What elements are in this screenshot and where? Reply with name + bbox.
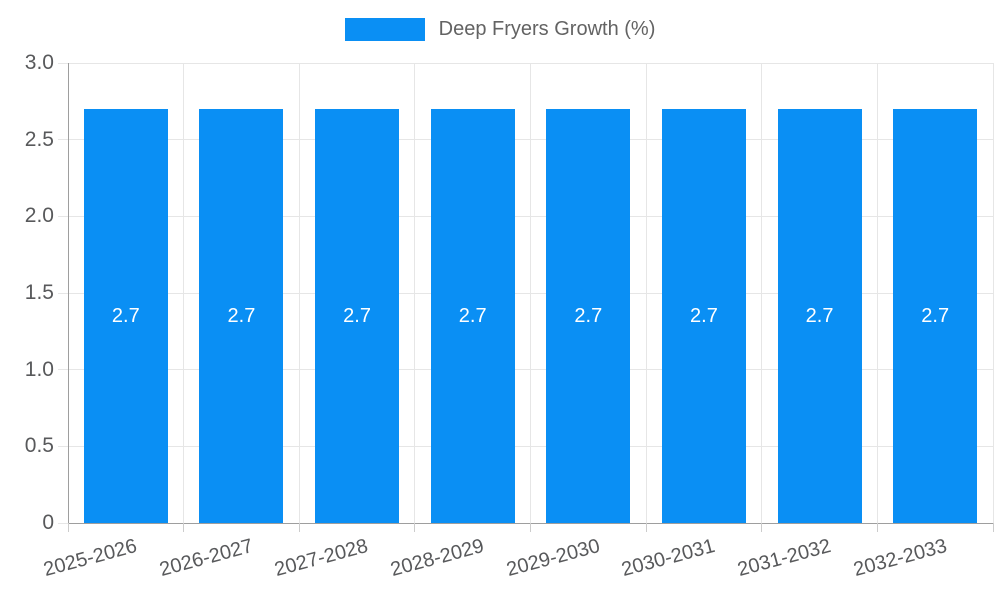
x-axis-label: 2029-2030 xyxy=(503,535,603,582)
x-axis-label: 2026-2027 xyxy=(157,535,256,582)
y-axis-tick xyxy=(58,369,68,371)
y-axis-label: 2.0 xyxy=(24,204,54,228)
y-axis-tick xyxy=(58,292,68,294)
y-axis-tick xyxy=(58,215,68,217)
x-axis-label: 2028-2029 xyxy=(388,535,487,582)
gridline-vertical xyxy=(876,63,878,523)
bar[interactable]: 2.7 xyxy=(83,109,168,523)
legend-label: Deep Fryers Growth (%) xyxy=(438,18,656,40)
x-axis-tick xyxy=(298,523,300,532)
bar-value-label: 2.7 xyxy=(805,304,834,327)
y-axis-label: 0.5 xyxy=(24,434,54,458)
gridline-vertical xyxy=(761,63,763,523)
gridline-vertical xyxy=(530,63,531,523)
bar[interactable]: 2.7 xyxy=(199,109,284,523)
gridline-vertical xyxy=(992,63,994,523)
bar-value-label: 2.7 xyxy=(921,304,950,327)
gridline-vertical xyxy=(645,63,647,523)
gridline-vertical xyxy=(414,63,416,523)
gridline-vertical xyxy=(183,63,185,523)
x-axis-label: 2030-2031 xyxy=(619,535,718,582)
y-axis-line xyxy=(67,63,69,523)
bar-value-label: 2.7 xyxy=(343,304,371,327)
y-axis-label: 0 xyxy=(42,511,54,534)
y-axis-label: 1.5 xyxy=(24,281,54,304)
bar-value-label: 2.7 xyxy=(458,304,487,327)
y-axis-tick xyxy=(58,522,68,524)
bar[interactable]: 2.7 xyxy=(315,109,400,523)
bar-value-label: 2.7 xyxy=(111,304,140,327)
bar[interactable]: 2.7 xyxy=(430,109,515,523)
bar-value-label: 2.7 xyxy=(227,304,256,327)
legend-swatch xyxy=(344,18,425,41)
x-axis-label: 2027-2028 xyxy=(272,535,371,582)
bar[interactable]: 2.7 xyxy=(546,109,631,523)
x-axis-label: 2031-2032 xyxy=(735,535,834,582)
y-axis-label: 2.5 xyxy=(24,127,54,151)
x-axis-tick xyxy=(183,523,185,532)
gridline-vertical xyxy=(298,63,300,523)
x-axis-tick xyxy=(414,523,416,532)
bar[interactable]: 2.7 xyxy=(777,109,862,523)
y-axis-tick xyxy=(58,445,68,447)
bar-value-label: 2.7 xyxy=(574,304,603,327)
x-axis-label: 2032-2033 xyxy=(850,535,949,582)
bar-value-label: 2.7 xyxy=(690,304,718,327)
x-axis-tick xyxy=(67,523,69,532)
x-axis-label: 2025-2026 xyxy=(41,535,140,582)
y-axis-tick xyxy=(58,62,68,64)
gridline-horizontal xyxy=(68,62,993,64)
legend-item[interactable]: Deep Fryers Growth (%) xyxy=(0,18,1000,41)
x-axis-tick xyxy=(992,523,994,532)
x-axis-tick xyxy=(645,523,647,532)
bar[interactable]: 2.7 xyxy=(893,109,978,523)
y-axis-tick xyxy=(58,139,68,141)
x-axis-tick xyxy=(761,523,763,532)
bar[interactable]: 2.7 xyxy=(661,109,746,523)
x-axis-tick xyxy=(530,523,531,532)
x-axis-tick xyxy=(876,523,878,532)
y-axis-label: 3.0 xyxy=(24,51,54,74)
y-axis-label: 1.0 xyxy=(24,357,54,381)
